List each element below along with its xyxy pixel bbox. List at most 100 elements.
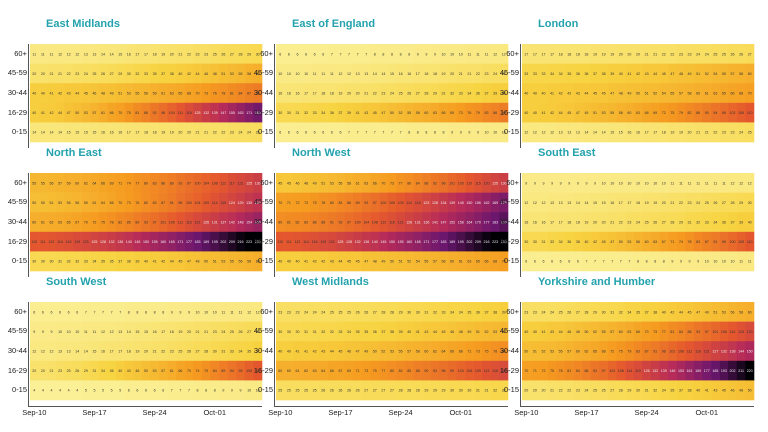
heatmap-cell xyxy=(547,122,557,143)
cell-value: 10 xyxy=(502,131,506,135)
heatmap-cell xyxy=(693,212,703,233)
heatmap-cell xyxy=(379,380,388,401)
cell-value: 12 xyxy=(731,181,735,185)
heatmap-cell xyxy=(473,231,483,252)
cell-value: 180 xyxy=(255,111,261,115)
heatmap-cell xyxy=(573,360,583,381)
heatmap-cell xyxy=(522,83,531,104)
heatmap-cell xyxy=(72,380,82,401)
heatmap-cell xyxy=(539,231,549,252)
heatmap-cell xyxy=(98,212,108,233)
heatmap-cell xyxy=(336,102,346,123)
heatmap-cell xyxy=(590,63,600,84)
cell-value: 9 xyxy=(240,389,242,393)
heatmap-panel: 23 23 24 24 25 26 27 28 29 30 31 32 34 35 37 38 40 42 44 45… xyxy=(522,302,755,401)
cell-value: 34 xyxy=(713,221,717,225)
cell-value: 38 xyxy=(653,310,657,314)
cell-value: 126 xyxy=(644,369,650,373)
cell-value: 51 xyxy=(476,330,480,334)
age-group-label: 0-15 xyxy=(257,127,273,137)
cell-value: 70 xyxy=(381,181,385,185)
heatmap-cell xyxy=(642,122,652,143)
heatmap-cell xyxy=(711,341,720,362)
heatmap-cell xyxy=(625,83,634,104)
heatmap-cell xyxy=(564,212,574,233)
heatmap-cell xyxy=(564,44,574,64)
cell-value: 9 xyxy=(434,52,436,56)
cell-value: 26 xyxy=(338,389,342,393)
heatmap-cell xyxy=(201,122,211,143)
age-group-label: 45-59 xyxy=(253,197,273,207)
cell-value: 19 xyxy=(610,52,614,56)
cell-value: 11 xyxy=(330,72,334,76)
cell-value: 162 xyxy=(484,201,490,205)
heatmap-cell xyxy=(344,302,354,322)
heatmap-cell xyxy=(81,44,91,64)
heatmap-cell xyxy=(344,341,354,362)
heatmap-cell xyxy=(745,231,755,252)
cell-value: 55 xyxy=(399,350,403,354)
cell-value: 30 xyxy=(256,52,260,56)
cell-value: 47 xyxy=(670,72,674,76)
cell-value: 8 xyxy=(197,389,199,393)
heatmap-cell xyxy=(668,83,677,104)
cell-value: 25 xyxy=(502,72,506,76)
heatmap-cell xyxy=(530,231,540,252)
cell-value: 56 xyxy=(731,310,735,314)
cell-value: 9 xyxy=(171,310,173,314)
cell-value: 106 xyxy=(738,111,744,115)
y-axis-line xyxy=(28,44,29,148)
heatmap-cell xyxy=(607,122,617,143)
cell-value: 106 xyxy=(466,369,472,373)
cell-value: 6 xyxy=(76,310,78,314)
cell-value: 26 xyxy=(653,221,657,225)
cell-value: 109 xyxy=(203,201,209,205)
cell-value: 93 xyxy=(696,330,700,334)
x-tick-label: Oct-01 xyxy=(203,408,226,417)
cell-value: 18 xyxy=(662,131,666,135)
cell-value: 80 xyxy=(390,369,394,373)
cell-value: 150 xyxy=(389,240,395,244)
heatmap-cell xyxy=(590,212,600,233)
cell-value: 41 xyxy=(304,350,308,354)
cell-value: 20 xyxy=(347,92,351,96)
heatmap-cell xyxy=(379,44,388,64)
heatmap-cell xyxy=(379,341,388,362)
cell-value: 25 xyxy=(645,221,649,225)
cell-value: 60 xyxy=(576,350,580,354)
cell-value: 17 xyxy=(524,52,528,56)
cell-value: 116 xyxy=(312,240,318,244)
cell-value: 41 xyxy=(295,350,299,354)
cell-value: 55 xyxy=(338,181,342,185)
heatmap-cell xyxy=(167,63,177,84)
heatmap-cell xyxy=(72,321,82,342)
cell-value: 8 xyxy=(646,260,648,264)
heatmap-cell xyxy=(107,102,117,123)
cell-value: 13 xyxy=(67,350,71,354)
heatmap-cell xyxy=(676,251,686,272)
heatmap-cell xyxy=(396,341,406,362)
heatmap-cell xyxy=(301,231,311,252)
heatmap-cell xyxy=(107,83,117,104)
heatmap-cell xyxy=(310,380,320,401)
age-group-label: 30-44 xyxy=(499,346,519,355)
heatmap-cell xyxy=(582,122,592,143)
cell-value: 11 xyxy=(713,181,717,185)
cell-value: 29 xyxy=(433,389,437,393)
cell-value: 27 xyxy=(196,350,200,354)
heatmap-cell xyxy=(107,44,117,64)
cell-value: 35 xyxy=(467,310,471,314)
cell-value: 66 xyxy=(178,369,182,373)
heatmap-cell xyxy=(133,63,142,84)
cell-value: 4 xyxy=(33,389,35,393)
heatmap-cell xyxy=(353,360,363,381)
cell-value: 60 xyxy=(256,72,260,76)
heatmap-cell xyxy=(465,192,474,213)
cell-value: 31 xyxy=(424,310,428,314)
heatmap-cell xyxy=(422,44,431,64)
heatmap-cell xyxy=(55,44,65,64)
cell-value: 55 xyxy=(602,330,606,334)
cell-value: 71 xyxy=(670,240,674,244)
cell-value: 9 xyxy=(179,310,181,314)
heatmap-cell xyxy=(253,380,263,401)
